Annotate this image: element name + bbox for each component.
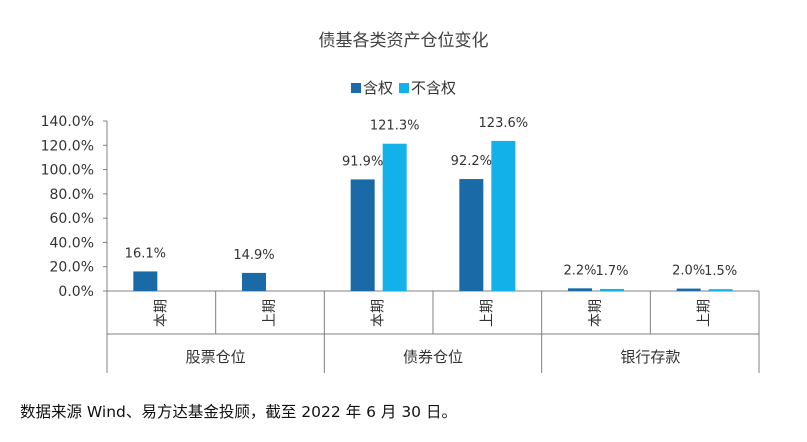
legend-label-series-1: 含权 <box>362 79 393 97</box>
source-note: 数据来源 Wind、易方达基金投顾，截至 2022 年 6 月 30 日。 <box>20 403 457 421</box>
bar-series-2 <box>600 288 624 291</box>
x-group-label: 银行存款 <box>620 348 680 366</box>
data-label-series-1: 91.9% <box>342 154 383 169</box>
x-category-label: 上期 <box>479 299 495 327</box>
x-group-label: 债券仓位 <box>403 348 463 366</box>
bar-series-1 <box>133 271 158 291</box>
y-tick-label: 100.0% <box>41 163 94 179</box>
bar-series-2 <box>708 289 733 291</box>
bar-series-2 <box>382 143 407 291</box>
data-label-series-2: 121.3% <box>370 119 420 134</box>
bar-series-1 <box>568 288 592 291</box>
y-tick-label: 120.0% <box>41 138 94 154</box>
legend-swatch-series-2 <box>399 82 409 93</box>
x-category-label: 上期 <box>262 299 278 327</box>
bar-series-1 <box>459 179 484 291</box>
data-label-series-1: 92.2% <box>451 154 492 169</box>
data-label-series-1: 16.1% <box>125 246 166 261</box>
y-tick-label: 140.0% <box>41 114 94 130</box>
data-label-series-1: 14.9% <box>233 248 274 263</box>
data-label-series-1: 2.0% <box>672 264 705 279</box>
data-label-series-2: 1.7% <box>595 264 628 279</box>
x-category-label: 上期 <box>697 299 713 327</box>
legend-item-series-1: 含权 <box>350 77 393 98</box>
data-label-series-1: 2.2% <box>563 263 596 278</box>
data-label-series-2: 1.5% <box>704 264 737 279</box>
chart-title: 债基各类资产仓位变化 <box>318 31 489 51</box>
x-category-label: 本期 <box>153 299 169 327</box>
legend-swatch-series-1 <box>350 82 361 93</box>
data-label-series-2: 123.6% <box>479 116 529 131</box>
y-tick-label: 80.0% <box>50 187 94 203</box>
y-tick-label: 0.0% <box>58 284 94 300</box>
y-tick-label: 60.0% <box>50 211 94 227</box>
y-tick-label: 40.0% <box>50 235 94 251</box>
x-category-label: 本期 <box>588 299 604 327</box>
bar-series-2 <box>491 140 516 291</box>
legend-label-series-2: 不含权 <box>411 79 457 97</box>
x-group-label: 股票仓位 <box>186 348 246 366</box>
y-tick-label: 20.0% <box>50 260 94 276</box>
bar-series-1 <box>242 272 266 291</box>
legend-item-series-2: 不含权 <box>399 77 456 98</box>
bar-series-1 <box>676 288 701 291</box>
bar-series-1 <box>350 179 375 291</box>
legend: 含权 不含权 <box>0 77 807 98</box>
x-category-label: 本期 <box>371 299 387 327</box>
